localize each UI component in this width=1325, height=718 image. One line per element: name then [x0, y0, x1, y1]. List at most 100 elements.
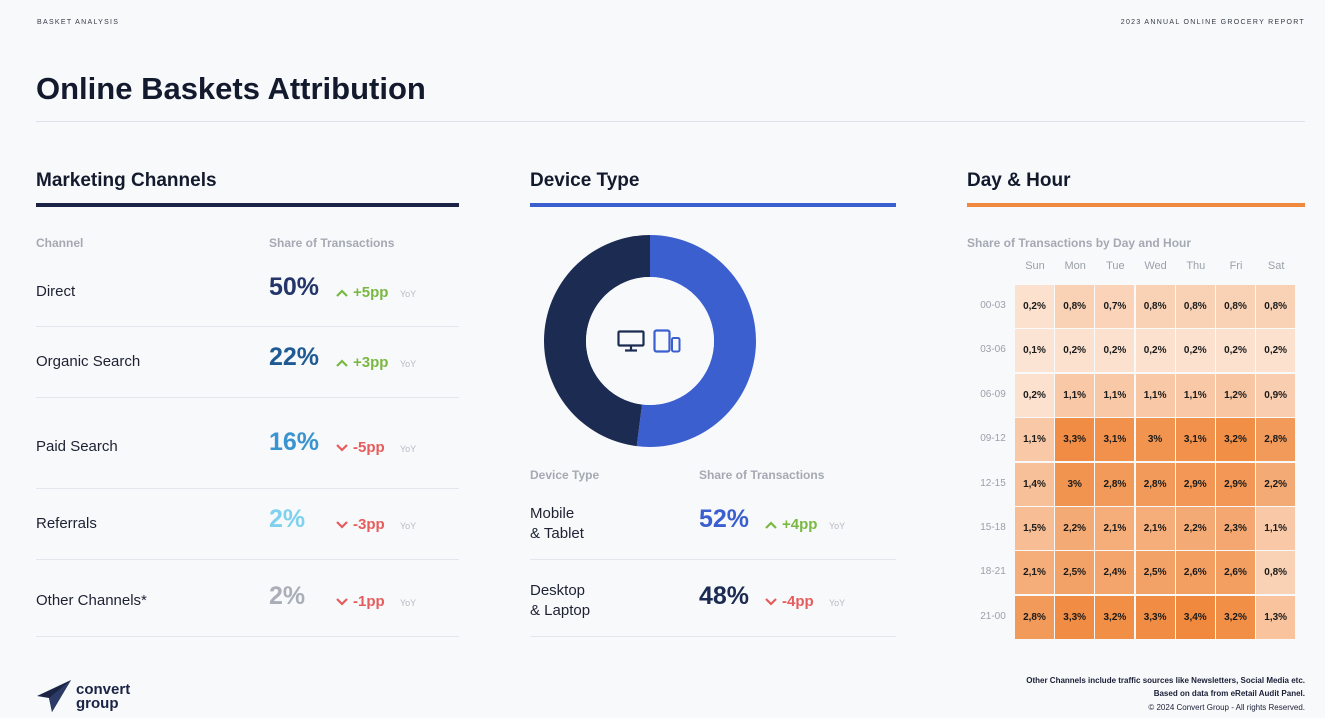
heatmap-cell: 1,1%: [1135, 373, 1175, 417]
heatmap-cell: 0,8%: [1256, 551, 1296, 595]
heatmap-cell: 2,2%: [1175, 507, 1215, 550]
heatmap-cell: 0,2%: [1015, 285, 1054, 328]
row-divider: [36, 488, 459, 489]
channel-label: Referrals: [36, 515, 97, 532]
heatmap-cell: 1,1%: [1015, 418, 1054, 462]
heatmap-cell: 0,8%: [1135, 285, 1175, 328]
heatmap-day-label: Sat: [1267, 260, 1285, 272]
yoy-label: YoY: [400, 289, 417, 299]
device-column-header: Device Type: [530, 468, 600, 482]
heatmap-cell: 0,7%: [1095, 285, 1135, 328]
heatmap-cell: 1,1%: [1175, 373, 1215, 417]
day-hour-title: Day & Hour: [967, 170, 1071, 191]
heatmap-cell: 2,1%: [1135, 507, 1175, 550]
convert-group-logo: convert group: [36, 679, 130, 715]
channel-label: Direct: [36, 283, 76, 300]
yoy-change: -3pp: [336, 516, 385, 533]
heatmap-cell: 2,8%: [1135, 462, 1175, 506]
title-divider: [36, 121, 1305, 122]
heatmap-cell: 3%: [1135, 418, 1175, 462]
heatmap-cell: 3%: [1055, 462, 1095, 506]
heatmap-cell: 0,8%: [1216, 285, 1255, 328]
share-column-header: Share of Transactions: [269, 236, 395, 250]
heatmap-hour-label: 21-00: [980, 610, 1006, 622]
heatmap-cell: 3,3%: [1055, 595, 1095, 639]
heatmap-cell: 2,2%: [1055, 507, 1095, 550]
heatmap-hour-label: 00-03: [980, 300, 1006, 311]
logo-wordmark: convert group: [76, 682, 130, 712]
device-yoy-change: -4pp: [765, 593, 814, 610]
marketing-channels-title: Marketing Channels: [36, 170, 217, 191]
heatmap-cell: 3,1%: [1095, 418, 1135, 462]
heatmap-cell: 3,2%: [1216, 418, 1255, 462]
device-share-column-header: Share of Transactions: [699, 468, 825, 482]
arrow-up-icon: [336, 288, 348, 297]
heatmap-cell: 3,1%: [1175, 418, 1215, 462]
heatmap-hour-label: 06-09: [980, 388, 1006, 400]
row-divider: [36, 326, 459, 327]
yoy-change-value: -5pp: [353, 439, 385, 456]
heatmap-cell: 3,3%: [1055, 418, 1095, 462]
channel-share: 50%: [269, 273, 320, 301]
device-share: 48%: [699, 582, 750, 610]
yoy-change-value: -1pp: [353, 593, 385, 610]
heatmap-cell: 3,2%: [1095, 595, 1135, 639]
report-label: 2023 ANNUAL ONLINE GROCERY REPORT: [1120, 19, 1305, 26]
channel-share: 2%: [269, 582, 306, 610]
heatmap-hour-label: 03-06: [980, 344, 1006, 356]
heatmap-cell: 2,4%: [1095, 551, 1135, 595]
device-yoy-change: +4pp: [765, 516, 817, 533]
row-divider: [530, 559, 896, 560]
yoy-change: +5pp: [336, 284, 388, 301]
mobile-tablet-icon: [653, 329, 681, 353]
heatmap-cell: 2,1%: [1095, 507, 1135, 550]
heatmap-day-label: Fri: [1229, 260, 1243, 272]
yoy-label: YoY: [829, 521, 846, 531]
heatmap-cell: 2,8%: [1256, 418, 1296, 462]
heatmap-hour-label: 15-18: [980, 522, 1006, 533]
yoy-change: -5pp: [336, 439, 385, 456]
device-yoy-change-value: +4pp: [782, 516, 818, 533]
logo-line-2: group: [76, 695, 119, 712]
heatmap-cell: 3,2%: [1216, 595, 1255, 639]
device-label-line-1: Mobile: [530, 505, 575, 522]
heatmap-cell: 0,2%: [1055, 329, 1095, 373]
heatmap-cell: 1,1%: [1055, 373, 1095, 417]
yoy-label: YoY: [400, 444, 417, 454]
heatmap-cell: 3,3%: [1135, 595, 1175, 639]
channel-column-header: Channel: [36, 236, 84, 250]
heatmap-cell: 1,1%: [1256, 507, 1296, 550]
device-share: 52%: [699, 505, 750, 533]
heatmap-day-label: Mon: [1064, 260, 1086, 272]
heatmap-cell: 2,8%: [1095, 462, 1135, 506]
heatmap-hour-label: 09-12: [980, 433, 1006, 445]
device-label-line-2: & Laptop: [530, 602, 591, 619]
heatmap-day-label: Tue: [1106, 260, 1125, 272]
heatmap-day-label: Thu: [1186, 260, 1206, 272]
heatmap-cell: 0,9%: [1256, 373, 1296, 417]
heatmap-day-label: Sun: [1025, 260, 1045, 272]
heatmap-cell: 2,6%: [1175, 551, 1215, 595]
channel-share: 22%: [269, 343, 320, 371]
heatmap-day-label: Wed: [1144, 260, 1167, 272]
day-hour-rule: [967, 203, 1305, 207]
heatmap-hour-label: 12-15: [980, 477, 1006, 489]
yoy-label: YoY: [400, 359, 417, 369]
yoy-change-value: +5pp: [353, 284, 389, 301]
arrow-down-icon: [765, 597, 777, 606]
channel-label: Organic Search: [36, 353, 141, 370]
arrow-down-icon: [336, 520, 348, 529]
device-type-title: Device Type: [530, 170, 640, 191]
device-type-rule: [530, 203, 896, 207]
device-icons: [617, 329, 681, 353]
device-label: Desktop & Laptop: [530, 581, 590, 621]
heatmap-cell: 0,1%: [1015, 329, 1054, 373]
heatmap-cell: 1,3%: [1256, 595, 1296, 639]
heatmap-cell: 2,3%: [1216, 507, 1255, 550]
arrow-up-icon: [336, 358, 348, 367]
heatmap-cell: 3,4%: [1175, 595, 1215, 639]
heatmap-cell: 0,2%: [1015, 373, 1054, 417]
copyright: © 2024 Convert Group - All rights Reserv…: [1148, 703, 1305, 712]
paper-plane-icon: [37, 680, 71, 712]
yoy-label: YoY: [829, 598, 846, 608]
